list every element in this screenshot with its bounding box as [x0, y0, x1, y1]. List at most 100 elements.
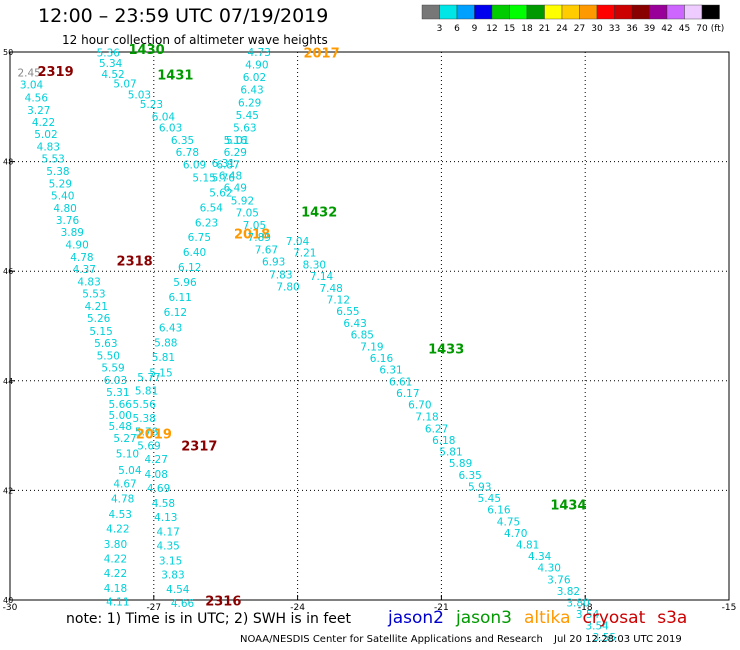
swh-value-label: 4.69: [147, 483, 170, 495]
swh-value-label: 5.02: [34, 129, 57, 141]
swh-value-label: 3.83: [161, 570, 184, 582]
swh-value-label: 6.55: [336, 306, 359, 318]
swh-value-label: 4.37: [73, 264, 96, 276]
swh-value-label: 5.81: [152, 352, 175, 364]
swh-value-label: 6.09: [183, 160, 206, 172]
swh-value-label: 5.53: [82, 289, 105, 301]
colorbar-unit: (ft): [711, 24, 725, 34]
swh-value-label: 4.30: [538, 563, 561, 575]
swh-value-label: 5.81: [439, 446, 462, 458]
swh-value-label: 5.03: [128, 90, 151, 102]
swh-value-label: 3.15: [159, 555, 182, 567]
swh-value-label: 7.83: [269, 269, 292, 281]
swh-value-label: 4.90: [245, 59, 268, 71]
swh-value-label: 4.67: [113, 479, 136, 491]
y-tick-label: 42: [3, 486, 13, 495]
swh-value-label: 5.15: [149, 367, 172, 379]
swh-value-label: 6.16: [370, 353, 394, 365]
swh-value-label: 7.18: [415, 411, 438, 423]
swh-value-label: 4.54: [166, 584, 190, 596]
swh-value-label: 7.21: [293, 247, 316, 259]
chart-title: 12:00 – 23:59 UTC 07/19/2019: [38, 5, 329, 27]
colorbar-tick-label: 42: [661, 24, 672, 34]
colorbar-legend: 3 6 9 12 15 18 21 24 27 30 33 36 39 42 45 70 (ft): [421, 4, 725, 34]
swh-value-label: 5.38: [46, 166, 69, 178]
swh-value-label: 4.22: [106, 524, 129, 536]
swh-value-label: 4.22: [32, 117, 55, 129]
swh-value-label: 5.59: [101, 362, 124, 374]
footer-credit: NOAA/NESDIS Center for Satellite Applica…: [240, 634, 543, 645]
swh-value-label: 5.45: [478, 493, 501, 505]
swh-value-label: 4.35: [156, 541, 179, 553]
swh-value-label: 4.22: [104, 554, 127, 566]
swh-value-label: 4.58: [152, 498, 175, 510]
swh-value-label: 5.92: [231, 195, 254, 207]
swh-value-label: 6.27: [425, 423, 448, 435]
swh-value-label: 7.48: [319, 283, 342, 295]
swh-value-label: 6.43: [240, 85, 263, 97]
swh-value-label: 7.19: [360, 342, 383, 354]
satellite-legend-altika: altika: [524, 608, 571, 628]
swh-value-label: 4.73: [248, 47, 271, 59]
swh-value-label: 6.85: [351, 330, 374, 342]
swh-value-label: 3.76: [56, 215, 80, 227]
swh-value-label: 6.29: [238, 97, 261, 109]
swh-value-label: 5.27: [113, 433, 136, 445]
colorbar-tick-label: 6: [454, 24, 460, 34]
swh-value-label: 5.50: [97, 350, 120, 362]
pass-time-label: 1432: [301, 205, 337, 220]
chart-subtitle: 12 hour collection of altimeter wave hei…: [62, 33, 328, 47]
swh-value-label: 6.02: [243, 72, 266, 84]
swh-value-label: 6.35: [171, 135, 194, 147]
pass-time-label: 2019: [136, 427, 172, 442]
swh-value-label: 3.89: [61, 227, 84, 239]
swh-value-label: 4.17: [156, 526, 179, 538]
swh-value-label: 5.96: [173, 277, 197, 289]
swh-value-label: 4.78: [111, 493, 134, 505]
swh-value-label: 4.21: [85, 301, 108, 313]
x-tick-label: -24: [290, 603, 305, 613]
colorbar-tick-label: 30: [591, 24, 603, 34]
swh-value-label: 5.89: [449, 458, 472, 470]
swh-value-label: 5.10: [116, 449, 139, 461]
swh-value-label: 6.61: [389, 377, 412, 389]
swh-value-label: 6.18: [432, 435, 455, 447]
colorbar-tick-label: 18: [521, 24, 533, 34]
colorbar-tick-label: 70: [696, 24, 708, 34]
swh-value-label: 6.75: [188, 232, 211, 244]
swh-value-label: 6.78: [176, 147, 199, 159]
swh-value-label: 6.31: [212, 158, 235, 170]
swh-value-label: 7.05: [236, 207, 259, 219]
swh-value-label: 5.76: [212, 172, 236, 184]
swh-value-label: 3.54: [576, 609, 600, 621]
note-text: note: 1) Time is in UTC; 2) SWH is in fe…: [66, 611, 352, 627]
y-tick-label: 48: [3, 158, 13, 167]
swh-value-label: 5.66: [109, 399, 133, 411]
swh-value-label: 6.16: [487, 504, 511, 516]
swh-value-label: 4.66: [171, 598, 195, 610]
swh-value-label: 6.43: [343, 318, 366, 330]
swh-value-label: 4.90: [65, 240, 88, 252]
swh-value-label: 4.52: [101, 69, 124, 81]
satellite-legend-jason2: jason2: [388, 608, 444, 628]
colorbar-tick-label: 45: [679, 24, 690, 34]
swh-value-label: 5.15: [89, 326, 112, 338]
colorbar-swatch: [701, 4, 720, 20]
swh-value-label: 3.82: [557, 586, 580, 598]
swh-value-label: 5.26: [87, 313, 111, 325]
swh-value-label: 3.04: [20, 80, 44, 92]
colorbar-tick-label: 9: [472, 24, 478, 34]
swh-value-label: 4.18: [104, 583, 127, 595]
swh-value-label: 6.40: [183, 247, 206, 259]
swh-value-label: 4.34: [528, 551, 552, 563]
swh-value-label: 3.80: [566, 598, 589, 610]
swh-value-label: 5.16: [224, 135, 248, 147]
pass-time-label: 1434: [550, 499, 586, 514]
swh-value-label: 3.55: [593, 632, 616, 644]
swh-value-label: 5.29: [49, 178, 72, 190]
swh-value-label: 6.17: [396, 388, 419, 400]
y-tick-label: 40: [3, 596, 13, 605]
swh-value-label: 5.36: [97, 47, 121, 59]
swh-value-label: 6.11: [168, 292, 191, 304]
